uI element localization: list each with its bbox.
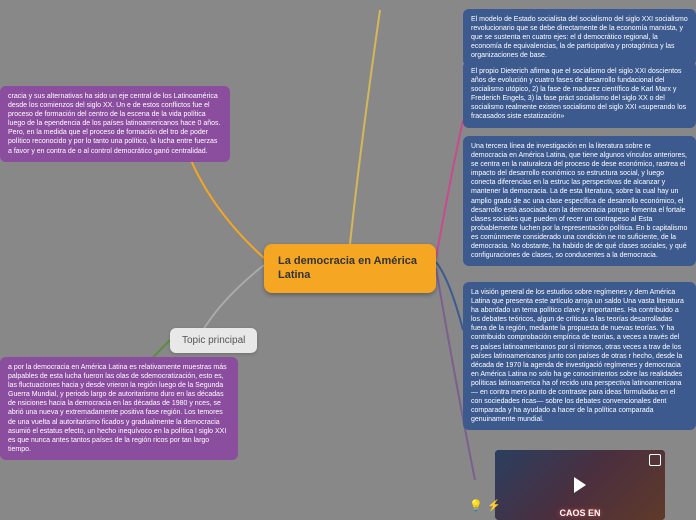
node-text: El propio Dieterich afirma que el social… [471,68,686,120]
node-right-1[interactable]: El modelo de Estado socialista del socia… [463,9,696,66]
mindmap-canvas[interactable]: cracia y sus alternativas ha sido un eje… [0,0,696,520]
node-left-top[interactable]: cracia y sus alternativas ha sido un eje… [0,86,230,162]
bolt-icon[interactable]: ⚡ [487,498,501,512]
video-embed[interactable]: CAOS EN [495,450,665,520]
central-title: La democracia en América Latina [278,255,417,281]
topic-node[interactable]: Topic principal [170,328,257,353]
node-text: La visión general de los estudios sobre … [471,289,684,423]
play-icon[interactable] [574,477,586,493]
node-text: a por la democracia en América Latina es… [8,364,227,453]
node-right-2[interactable]: El propio Dieterich afirma que el social… [463,61,696,128]
central-node[interactable]: La democracia en América Latina [264,244,436,293]
expand-icon[interactable] [649,454,661,466]
node-left-bottom[interactable]: a por la democracia en América Latina es… [0,357,238,460]
node-right-3[interactable]: Una tercera línea de investigación en la… [463,136,696,266]
node-text: cracia y sus alternativas ha sido un eje… [8,93,220,155]
topic-label: Topic principal [182,335,245,346]
bulb-icon[interactable]: 💡 [469,498,483,512]
node-text: Una tercera línea de investigación en la… [471,143,687,259]
node-text: El modelo de Estado socialista del socia… [471,16,688,59]
video-thumbnail: CAOS EN [495,450,665,520]
video-caption: CAOS EN [559,508,600,518]
node-right-4[interactable]: La visión general de los estudios sobre … [463,282,696,430]
node-icons: 💡 ⚡ [469,498,501,512]
